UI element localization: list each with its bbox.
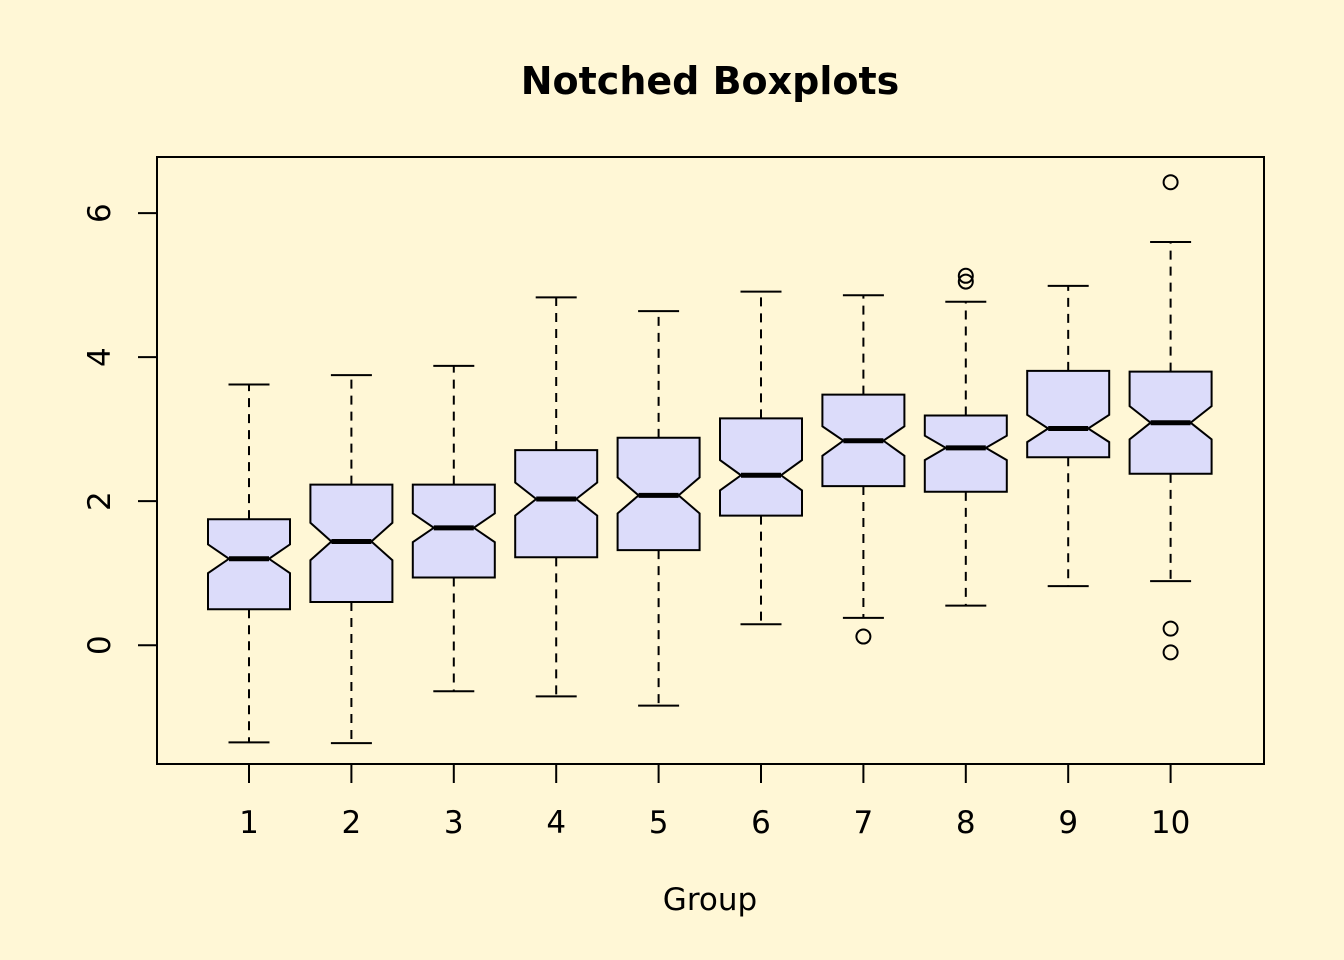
x-tick-label: 3 [444,805,464,841]
outlier-point [1162,644,1179,661]
x-tick-label: 9 [1058,805,1078,841]
x-axis-label: Group [663,882,757,918]
outlier-point [957,267,974,284]
y-tick-label: 6 [82,203,118,223]
x-tick-label: 2 [342,805,362,841]
outlier-point [1162,174,1179,191]
x-axis: 1 2 3 4 5 6 7 8 9 10 [239,763,1190,841]
box-group [719,290,803,626]
x-tick-label: 1 [239,805,259,841]
x-tick-label: 10 [1151,805,1190,841]
notched-box [923,414,1008,493]
box-group [1128,174,1213,661]
box-group [309,374,394,745]
outlier-point [957,273,974,290]
notched-box [719,417,803,517]
plot-frame [156,156,1265,765]
notched-box [1026,369,1111,459]
chart-title: Notched Boxplots [521,59,900,103]
box-group [207,383,291,744]
notched-box [207,518,291,611]
box-group [1026,284,1111,588]
box-group [514,296,599,698]
outlier-point [855,628,872,645]
notched-box [411,483,496,579]
notched-box [514,449,599,559]
x-tick-label: 5 [649,805,669,841]
box-group [923,267,1008,607]
x-tick-label: 7 [854,805,874,841]
box-group [821,294,906,645]
outlier-point [1162,620,1179,637]
x-tick-label: 4 [546,805,566,841]
box-group [411,364,496,693]
boxes [207,174,1213,745]
y-tick-label: 0 [82,635,118,655]
box-group [616,310,701,707]
y-tick-label: 4 [82,347,118,367]
y-axis: 0 2 4 6 [82,203,158,655]
x-tick-label: 8 [956,805,976,841]
y-tick-label: 2 [82,491,118,511]
x-tick-label: 6 [751,805,771,841]
